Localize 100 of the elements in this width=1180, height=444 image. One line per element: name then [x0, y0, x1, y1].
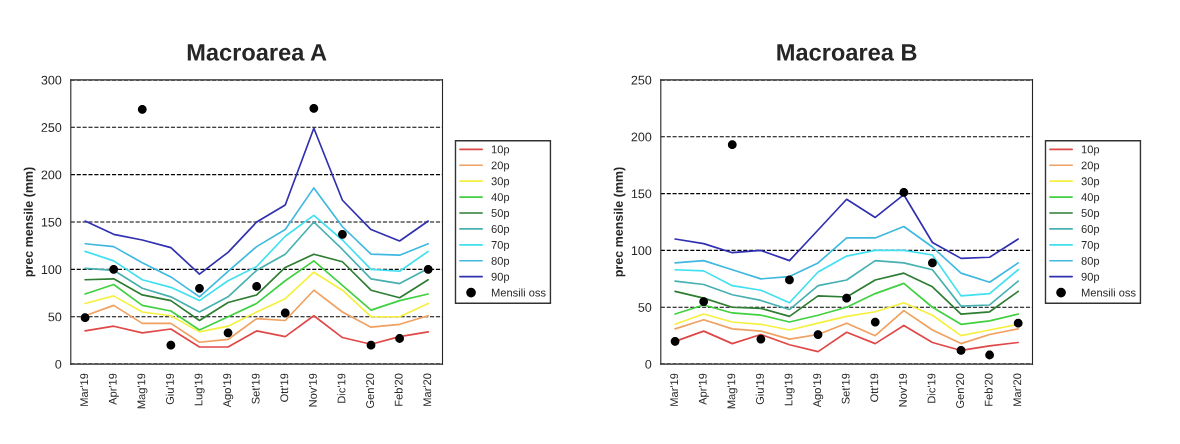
- point: [109, 264, 119, 274]
- y-tick-label: 250: [41, 123, 62, 132]
- line-series: [674, 259, 1020, 311]
- point: [813, 330, 823, 339]
- y-tick-label: 250: [631, 75, 652, 85]
- legend-label: Mensili oss: [1081, 288, 1136, 297]
- line-series: [84, 187, 430, 298]
- x-tick-label: Lug'19: [194, 373, 205, 406]
- x-tick-label: Mag'19: [727, 373, 738, 409]
- y-tick-label: 100: [631, 246, 652, 256]
- x-tick-label: Mar'19: [670, 373, 679, 406]
- line-series: [84, 127, 430, 275]
- line-series: [84, 214, 430, 302]
- point: [899, 188, 909, 197]
- point: [985, 350, 994, 360]
- x-tick-label: Apr'19: [698, 373, 709, 405]
- point: [309, 103, 319, 113]
- x-tick-label: Giu'19: [755, 373, 764, 405]
- legend-label: Mensili oss: [491, 288, 546, 297]
- legend-label: 20p: [1081, 161, 1100, 172]
- x-tick-label: Ott'19: [280, 373, 289, 402]
- x-tick-label: Mar'19: [80, 373, 89, 406]
- y-tick-label: 0: [55, 359, 62, 369]
- x-tick-label: Mag'19: [137, 373, 148, 409]
- legend-label: 20p: [491, 161, 510, 172]
- y-axis-title: prec mensile (mm): [23, 167, 36, 277]
- line-series: [84, 253, 430, 322]
- point: [785, 275, 794, 285]
- chart-title: Macroarea B: [777, 44, 917, 61]
- legend-label: 30p: [1081, 177, 1100, 188]
- point: [395, 334, 404, 343]
- legend-label: 10p: [491, 145, 510, 156]
- x-tick-label: Feb'20: [984, 373, 993, 406]
- y-tick-label: 0: [645, 359, 652, 369]
- point: [670, 336, 680, 346]
- legend-label: 10p: [1081, 145, 1100, 156]
- legend-label: 50p: [491, 209, 510, 220]
- point: [338, 229, 347, 239]
- y-axis-title: prec mensile (mm): [613, 167, 626, 277]
- x-tick-label: Ago'19: [813, 373, 824, 408]
- point: [956, 346, 966, 355]
- point: [870, 317, 880, 327]
- x-tick-label: Dic'19: [337, 373, 346, 403]
- x-tick-label: Set'19: [251, 373, 260, 404]
- y-tick-label: 200: [41, 170, 62, 180]
- line-series: [674, 282, 1020, 326]
- legend-label: 70p: [1081, 240, 1100, 252]
- legend-label: 60p: [491, 225, 510, 236]
- x-tick-label: Feb'20: [394, 373, 403, 406]
- legend-label: 50p: [1081, 209, 1100, 220]
- x-tick-label: Dic'19: [927, 373, 936, 403]
- point: [80, 313, 90, 323]
- x-tick-label: Ago'19: [223, 373, 234, 408]
- point: [137, 104, 147, 114]
- line-series: [674, 249, 1020, 304]
- line-series: [674, 225, 1020, 284]
- point: [280, 308, 290, 318]
- legend-label: 90p: [491, 272, 510, 283]
- legend-label: 90p: [1081, 272, 1100, 283]
- legend-label: 80p: [1081, 256, 1100, 267]
- x-tick-label: Mar'20: [423, 373, 432, 406]
- point: [252, 282, 262, 291]
- line-series: [84, 314, 430, 348]
- x-tick-label: Nov'19: [308, 373, 317, 407]
- y-tick-label: 150: [41, 217, 62, 227]
- x-tick-label: Gen'20: [366, 373, 374, 409]
- x-tick-label: Gen'20: [956, 373, 964, 409]
- x-tick-label: Giu'19: [165, 373, 174, 405]
- legend-label: 40p: [491, 193, 510, 204]
- point: [756, 334, 766, 344]
- y-tick-label: 50: [638, 303, 652, 312]
- point: [842, 293, 852, 303]
- y-tick-label: 200: [631, 132, 652, 142]
- y-tick-label: 100: [41, 265, 62, 275]
- legend-label: 60p: [1081, 225, 1100, 236]
- point: [928, 258, 937, 268]
- y-tick-label: 50: [48, 312, 62, 322]
- x-tick-label: Nov'19: [898, 373, 907, 407]
- point: [727, 140, 737, 150]
- y-tick-label: 300: [41, 75, 62, 85]
- legend-label: 30p: [491, 177, 510, 188]
- x-tick-label: Ott'19: [870, 373, 879, 402]
- point: [423, 264, 433, 274]
- legend-label: 40p: [1081, 193, 1100, 204]
- x-tick-label: Apr'19: [108, 373, 119, 405]
- point: [366, 340, 376, 350]
- line-series: [674, 272, 1020, 318]
- legend-label: 80p: [491, 256, 510, 267]
- x-tick-label: Lug'19: [784, 373, 795, 406]
- point: [195, 283, 204, 293]
- point: [1013, 318, 1023, 328]
- chart-title: Macroarea A: [187, 44, 327, 61]
- y-tick-label: 150: [631, 189, 652, 199]
- point: [166, 340, 176, 350]
- x-tick-label: Set'19: [841, 373, 850, 404]
- point: [223, 328, 233, 338]
- legend-label: 70p: [491, 240, 510, 252]
- line-series: [84, 260, 430, 331]
- point: [699, 297, 709, 306]
- x-tick-label: Mar'20: [1013, 373, 1022, 406]
